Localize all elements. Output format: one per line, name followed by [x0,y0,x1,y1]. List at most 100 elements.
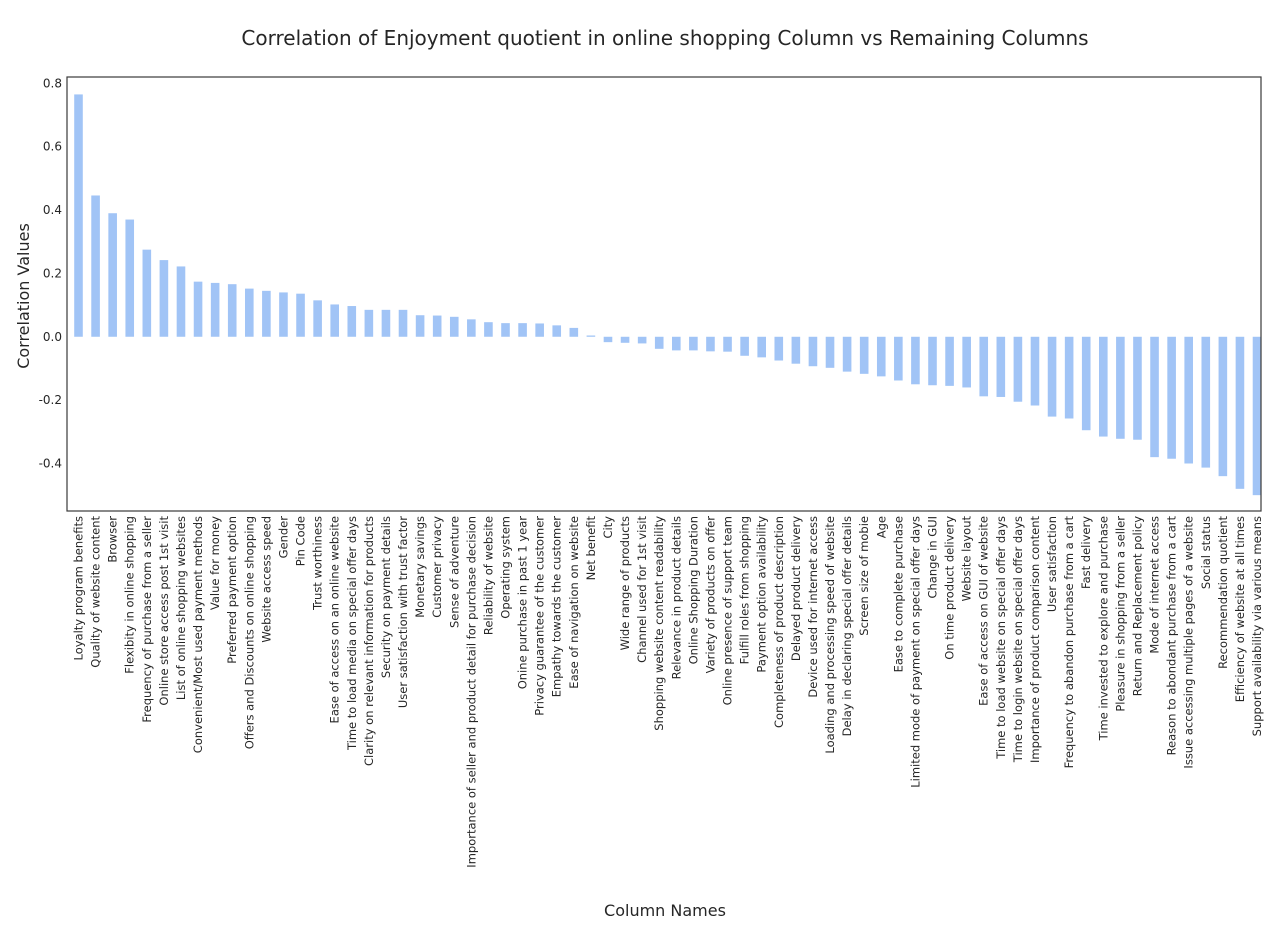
bar-23 [449,316,459,337]
x-tick-label: Device used for internet access [806,516,820,698]
x-tick-label: Relevance in product details [669,516,683,679]
x-tick-label: Variety of products on offer [703,516,717,674]
x-tick-label: Net benefit [584,516,598,581]
bar-19 [381,309,391,337]
x-tick-label: City [601,516,615,539]
x-tick-label: Quality of website content [89,516,103,668]
bar-42 [774,336,784,361]
x-tick-label: Privacy guarantee of the customer [533,516,547,716]
x-tick-label: Monetary savings [413,516,427,618]
bar-26 [501,323,510,337]
bar-63 [1133,336,1142,440]
bar-65 [1167,336,1176,459]
x-tick-label: Delay in declaring special offer details [840,516,854,736]
x-tick-label: Ease of navigation on website [567,516,581,689]
x-tick-label: User satisfaction with trust factor [396,516,410,708]
x-tick-label: Reliability of website [481,516,495,635]
bar-37 [689,336,698,351]
x-tick-label: Importance of product comparison content [1028,516,1042,764]
bar-4 [125,219,135,337]
bar-34 [637,336,647,344]
x-tick-label: Online store access post 1st visit [157,516,171,706]
y-tick-label: 0.8 [43,76,62,90]
x-tick-label: Reason to abondant purchase from a cart [1165,516,1179,756]
bar-38 [706,336,715,352]
x-tick-label: Loyalty program benefits [72,516,86,661]
x-tick-label: Wide range of products [618,516,632,650]
bar-51 [928,336,937,386]
x-tick-label: Return and Replacement policy [1130,516,1144,696]
x-tick-label: Offers and Discounts on online shopping [242,516,256,749]
x-tick-label: Website layout [960,516,974,602]
bar-62 [1116,336,1125,439]
bar-39 [723,336,732,352]
x-tick-label: Website access speed [259,516,273,643]
bar-58 [1047,336,1057,417]
bar-1 [74,94,83,337]
x-tick-label: Time to load media on special offer days [345,516,359,751]
x-tick-label: Pleasure in shopping from a seller [1113,516,1127,712]
bar-17 [347,306,357,337]
x-tick-label: Browser [106,516,120,563]
x-tick-label: On time product delivery [943,516,957,660]
x-tick-label: Age [874,516,888,538]
bar-21 [415,315,425,337]
bar-9 [210,282,220,337]
x-tick-label: Gender [276,516,290,559]
bar-32 [603,336,613,343]
x-tick-label: Payment option availability [755,516,769,673]
x-tick-label: Limited mode of payment on special offer… [908,516,922,788]
bar-8 [193,281,203,337]
bar-3 [108,213,117,337]
bar-10 [227,284,237,337]
bar-66 [1184,336,1193,464]
x-tick-label: Completeness of product description [772,516,786,728]
x-tick-label: Screen size of mobie [857,516,871,636]
bars-group [74,94,1262,496]
bar-25 [484,322,493,337]
y-tick-label: 0.2 [43,266,62,280]
x-tick-label: Preferred payment option [225,516,239,664]
bar-12 [262,290,271,337]
x-tick-label: Onine purchase in past 1 year [516,516,530,690]
y-tick-label: -0.2 [39,393,62,407]
bar-20 [398,309,408,337]
x-tick-label: Pin Code [294,516,308,566]
bar-36 [672,336,681,351]
x-tick-label: Time to load website on special offer da… [994,516,1008,760]
bar-44 [808,336,818,367]
x-tick-label: Online Shopping Duration [686,516,700,664]
x-axis-label: Column Names [604,901,726,920]
x-tick-label: Change in GUI [926,516,940,599]
bar-49 [894,336,903,381]
bar-24 [467,319,476,337]
bar-46 [842,336,852,372]
x-tick-label: Fast delivery [1079,516,1093,589]
bar-56 [1013,336,1023,402]
x-tick-label: Loading and processing speed of website [823,516,837,754]
x-tick-label: Shopping website content readability [652,516,666,731]
bar-61 [1099,336,1108,437]
x-tick-label: Flexibity in online shopping [123,516,137,674]
x-tick-label: Value for money [208,516,222,610]
bar-41 [757,336,766,358]
bar-18 [364,309,374,337]
bar-30 [569,327,579,337]
x-tick-label: Sense of adventure [447,516,461,628]
x-tick-label: Recommendation quotient [1216,516,1230,669]
x-tick-label: Frequency to abandon purchase from a car… [1062,516,1076,769]
x-tick-label: Social status [1199,516,1213,589]
bar-13 [279,292,288,337]
x-tick-label: Delayed product delivery [789,516,803,661]
x-tick-label: Convenient/Most used payment methods [191,516,205,753]
x-tick-label: Time to login website on special offer d… [1011,516,1025,763]
bar-16 [330,304,339,337]
y-axis-label: Correlation Values [14,223,33,369]
x-tick-label: Ease to complete purchase [891,516,905,672]
bar-5 [142,249,152,337]
bar-2 [91,195,100,337]
bar-6 [159,260,169,337]
bar-27 [518,323,527,337]
x-tick-label: Frequency of purchase from a seller [140,516,154,723]
